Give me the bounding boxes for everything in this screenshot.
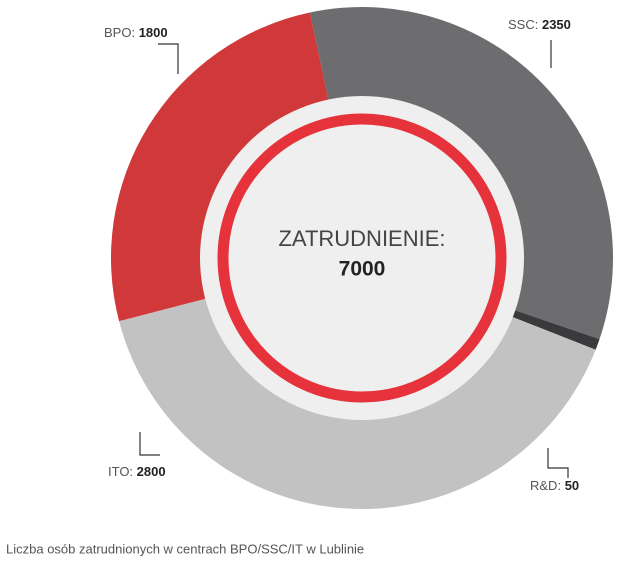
- segment-value: 2800: [137, 464, 166, 479]
- segment-value: 50: [565, 478, 579, 493]
- inner-ring: [217, 113, 507, 403]
- segment-label: ITO: 2800: [108, 464, 166, 479]
- segment-name: ITO:: [108, 464, 133, 479]
- segment-name: R&D:: [530, 478, 561, 493]
- center-label: ZATRUDNIENIE:: [278, 226, 445, 251]
- inner-disc: [200, 96, 524, 420]
- caption: Liczba osób zatrudnionych w centrach BPO…: [6, 541, 364, 556]
- segment-value: 1800: [139, 25, 168, 40]
- segment-value: 2350: [542, 17, 571, 32]
- segment-name: BPO:: [104, 25, 135, 40]
- segment-label: R&D: 50: [530, 478, 579, 493]
- segment-label: SSC: 2350: [508, 17, 571, 32]
- segment-label: BPO: 1800: [104, 25, 168, 40]
- segment-name: SSC:: [508, 17, 538, 32]
- leader-line: [547, 448, 569, 478]
- leader-line: [158, 43, 179, 74]
- center-total: 7000: [339, 258, 386, 281]
- leader-line: [139, 432, 160, 456]
